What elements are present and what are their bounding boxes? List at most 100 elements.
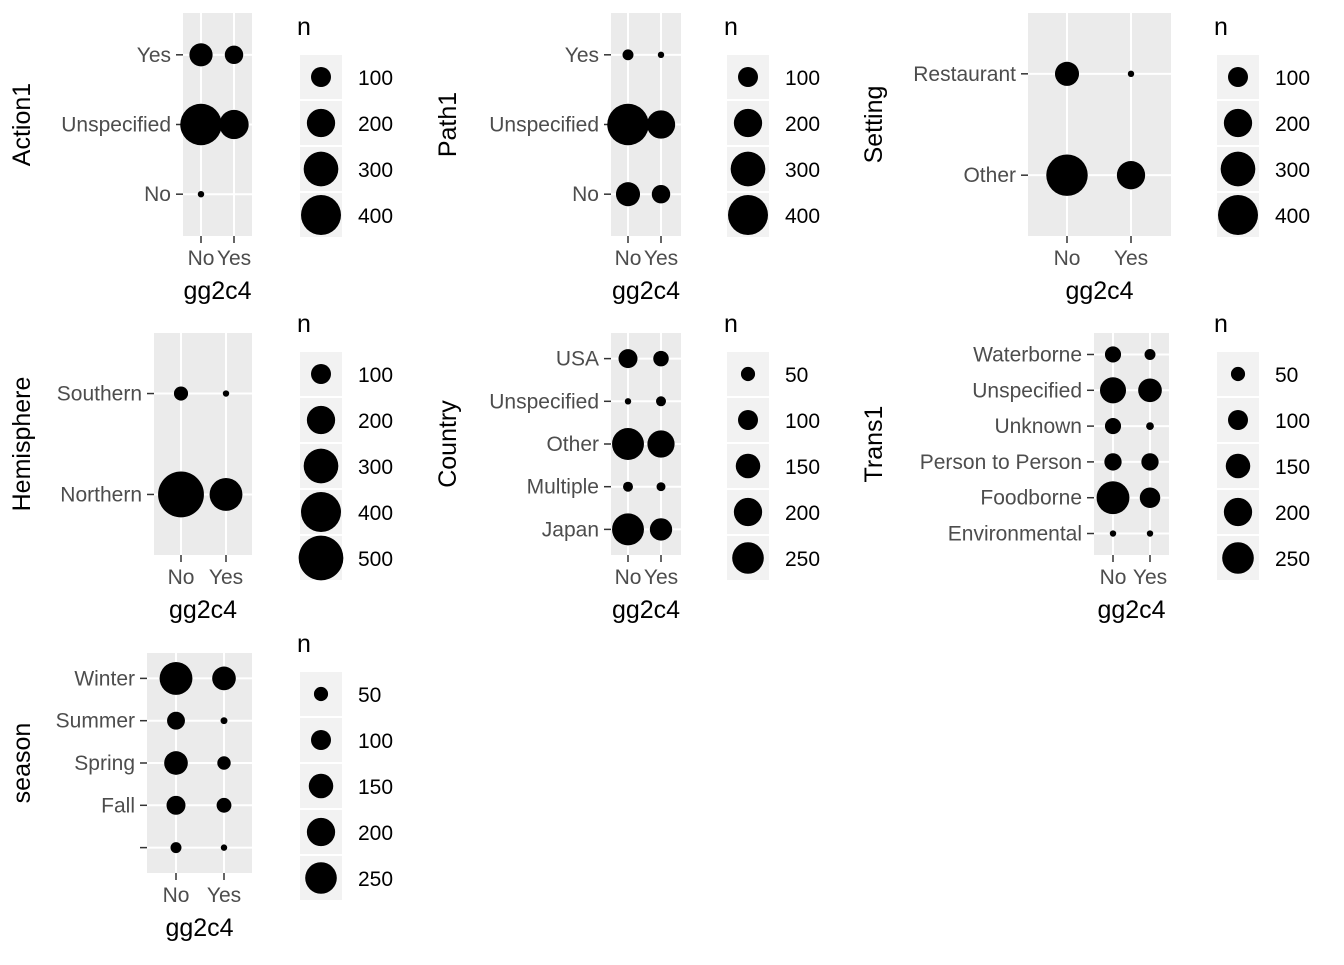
point-no-restaurant [1054,61,1080,86]
y-tick-label-unknown: Unknown [994,415,1082,438]
y-axis-title: Path1 [434,92,462,157]
y-tick-label-northern: Northern [60,483,142,506]
point-no-fall [166,795,186,815]
legend-label: 100 [785,410,820,433]
legend-label: 50 [1275,364,1298,387]
legend-label: 400 [358,502,393,525]
point-no-japan [612,513,644,546]
point-yes-no [651,184,671,204]
legend-key-point [308,773,334,799]
point-no-yes [189,43,213,67]
legend-key-point [301,492,341,532]
legend-key-point [301,195,341,235]
legend-label: 100 [785,67,820,90]
legend-label: 400 [1275,205,1310,228]
legend-key-point [1230,366,1246,382]
point-yes-yes [657,51,665,59]
x-tick-label-yes: Yes [209,566,243,589]
point-yes-winter [212,666,236,691]
legend-key-point [1222,542,1254,574]
y-tick-label-fall: Fall [101,794,135,817]
legend-label: 250 [358,868,393,891]
size-legend: n 50 100 150 200 250 [297,630,393,902]
legend-label: 200 [358,822,393,845]
legend-label: 400 [358,205,393,228]
legend-label: 100 [1275,410,1310,433]
point-no-unspecified [607,103,649,146]
legend-key-point [1228,410,1248,430]
legend-title: n [1214,13,1228,41]
point-no-environmental [1109,530,1117,537]
legend-key-point [305,862,337,894]
legend-key-point [1218,195,1258,235]
y-tick-label-japan: Japan [542,518,599,541]
legend-key-point [311,730,331,750]
legend-key-point [732,542,764,574]
legend-key-point [311,67,331,87]
legend-key-point [311,364,331,384]
point-no-multiple [623,481,633,492]
y-tick-label-waterborne: Waterborne [973,343,1082,366]
legend-key-point [303,151,339,187]
x-axis-title: gg2c4 [1097,596,1165,624]
legend-label: 400 [785,205,820,228]
x-axis-title: gg2c4 [165,914,233,942]
size-legend: n 100 200 300 400 500 [297,310,393,582]
y-axis-title: season [8,723,36,804]
y-tick-label-other: Other [963,164,1016,187]
legend-key-point [733,497,763,527]
y-tick-label-restaurant: Restaurant [913,63,1016,86]
legend-key-point [306,405,336,435]
point-no-northern [158,471,204,518]
legend-key-point [298,535,344,581]
y-tick-label-spring: Spring [74,752,135,775]
legend-key-point [306,108,336,138]
y-tick-label-yes: Yes [565,44,599,67]
point-no-yes [622,49,634,61]
point-no-winter [159,661,193,695]
legend-label: 100 [358,67,393,90]
point-yes-multiple [656,482,666,492]
plot-country: Japan Multiple Other Unspecified USA No Yes gg2… [434,310,820,624]
legend-key-point [738,67,758,87]
legend-key-point [735,453,761,479]
plot-setting: Other Restaurant No Yes gg2c4 Setting n 100 200 3… [860,13,1310,305]
y-axis-title: Country [434,400,462,488]
x-tick-label-no: No [1054,247,1081,270]
y-tick-label-usa: USA [556,348,599,371]
legend-label: 200 [785,502,820,525]
panel-background [154,333,252,555]
panel-background [1028,13,1171,236]
point-yes-person-to-person [1141,453,1159,471]
x-tick-label-yes: Yes [207,884,241,907]
x-tick-label-yes: Yes [217,247,251,270]
x-tick-label-no: No [188,247,215,270]
y-axis-title: Hemisphere [8,377,36,512]
y-tick-label-unspecified: Unspecified [972,379,1082,402]
legend-label: 200 [1275,113,1310,136]
legend-key-point [1225,453,1251,479]
x-tick-label-yes: Yes [1114,247,1148,270]
legend-key-point [303,448,339,484]
point-yes-restaurant [1127,70,1135,78]
y-tick-label-unspecified: Unspecified [489,114,599,137]
y-tick-label-unspecified: Unspecified [61,114,171,137]
point-yes-waterborne [1144,349,1156,360]
legend-title: n [724,13,738,41]
y-tick-label-unspecified: Unspecified [489,390,599,413]
legend-label: 150 [785,456,820,479]
x-tick-label-no: No [163,884,190,907]
y-tick-label-environmental: Environmental [948,523,1082,546]
legend-label: 200 [358,410,393,433]
point-yes-summer [220,717,228,725]
legend-key-point [728,195,768,235]
point-no-no [197,190,205,198]
legend-key-point [740,366,756,382]
legend-label: 300 [1275,159,1310,182]
point-no-unspecified [180,103,222,146]
x-tick-label-no: No [615,247,642,270]
panel-background [1094,333,1169,555]
y-tick-label-southern: Southern [57,383,142,406]
size-legend: n 50 100 150 200 250 [1214,310,1310,582]
